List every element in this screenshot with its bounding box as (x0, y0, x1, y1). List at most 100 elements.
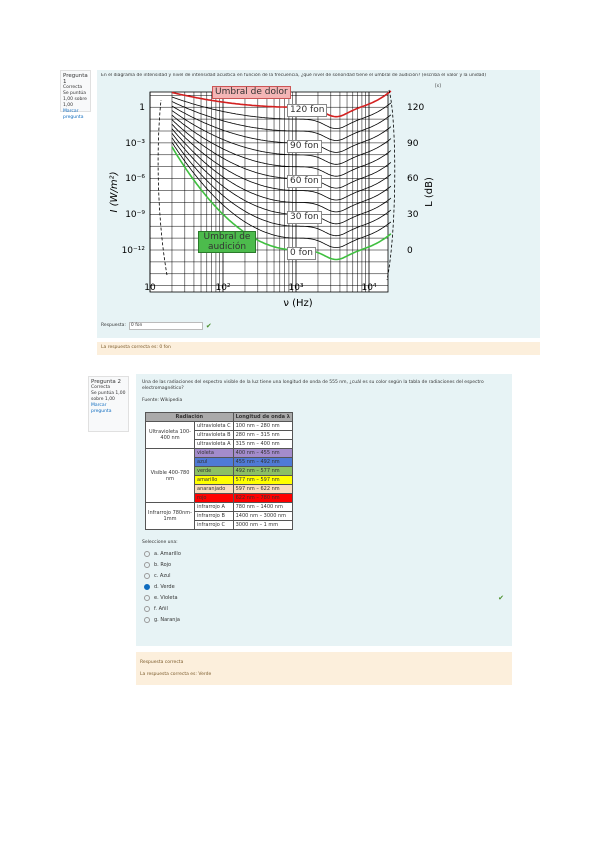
radiation-name: ultravioleta A (194, 439, 234, 449)
wavelength: 597 nm – 622 nm (232, 484, 293, 494)
option[interactable]: g. Naranja (144, 614, 504, 625)
option-label: b. Rojo (154, 561, 172, 568)
figure-corner: [s] (435, 84, 441, 89)
prompt: Seleccione una: (142, 540, 178, 545)
table-row: Infrarrojo 780nm-1mm infrarrojo A 780 nm –… (145, 502, 293, 530)
radiation-name: infrarrojo B (194, 511, 234, 521)
group-cell: Visible 400-780 nm (145, 448, 195, 503)
option[interactable]: a. Amarillo (144, 548, 504, 559)
options: a. Amarillo b. Rojo c. Azul d. Verde e. Viol… (144, 548, 504, 625)
header-cell: Longitud de onda λ (232, 412, 293, 422)
phon-curve (171, 114, 392, 177)
option[interactable]: d. Verde (144, 581, 504, 592)
loudness-chart: I (W/m²) L (dB) ν (Hz) 1 10⁻³ 10⁻⁶ 10⁻⁹ 10⁻¹… (109, 89, 435, 309)
radio-button[interactable] (144, 550, 150, 557)
question-info: Pregunta 1 Correcta Se puntúa 1,00 sobre… (60, 70, 91, 120)
group-cell: Infrarrojo 780nm-1mm (145, 502, 195, 530)
left-axis-title: I (W/m²) (109, 172, 120, 213)
option-label: e. Violeta (154, 594, 178, 601)
radio-button[interactable] (144, 583, 150, 590)
option-label: f. Añil (154, 605, 168, 612)
hearing-threshold-curve (171, 146, 392, 261)
flag-question[interactable]: Marcar pregunta (91, 403, 112, 414)
table-row: Ultravioleta 100-400 nm ultravioleta C 100… (145, 421, 293, 449)
feedback: Respuesta correcta La respuesta correcta… (136, 652, 512, 685)
right-tick-label: 60 (407, 174, 419, 184)
question-info: Pregunta 2 Correcta Se puntúa 1,00 sobre… (88, 376, 129, 432)
right-tick-label: 90 (407, 139, 419, 149)
radio-button[interactable] (144, 594, 150, 601)
bottom-axis-title: ν (Hz) (283, 298, 312, 309)
radiation-name: amarillo (194, 475, 234, 485)
phon-curve (171, 142, 392, 248)
hearing-label: Umbral de audición (198, 231, 256, 253)
flag-question[interactable]: Marcar pregunta (63, 109, 84, 120)
radiation-name: anaranjado (194, 484, 234, 494)
phon-label: 90 fon (287, 140, 322, 153)
correct-answer: La respuesta correcta es: Verde (140, 672, 212, 677)
bottom-tick-label: 10⁴ (361, 283, 376, 293)
right-tick-label: 0 (407, 246, 413, 256)
wavelength: 577 nm – 597 nm (232, 475, 293, 485)
radio-button[interactable] (144, 572, 150, 579)
wavelength: 492 nm – 577 nm (232, 466, 293, 476)
check-icon: ✔ (205, 322, 212, 330)
right-tick-label: 30 (407, 210, 419, 220)
correct-answer: La respuesta correcta es: 0 fon (101, 345, 171, 350)
figure: I (W/m²) L (dB) ν (Hz) 1 10⁻³ 10⁻⁶ 10⁻⁹ 10⁻¹… (97, 80, 540, 320)
wavelength: 780 nm – 1400 nm (232, 502, 293, 512)
phon-curve (171, 105, 392, 153)
option[interactable]: c. Azul (144, 570, 504, 581)
feedback: La respuesta correcta es: 0 fon (97, 342, 540, 355)
table-row: infrarrojo C 3000 nm – 1 mm (146, 520, 293, 530)
left-tick-label: 10⁻¹² (122, 246, 146, 256)
radiation-name: verde (194, 466, 234, 476)
pain-threshold-curve (171, 90, 392, 118)
table-header: Radiación Longitud de onda λ (145, 412, 293, 422)
question-grade: Se puntúa 1,00 sobre 1,00 (91, 391, 126, 402)
wavelength: 280 nm – 315 nm (232, 430, 293, 440)
radio-button[interactable] (144, 561, 150, 568)
phon-curve (171, 132, 392, 225)
answer-label: Respuesta: (101, 323, 126, 328)
phon-label: 60 fon (287, 175, 322, 188)
answer-input[interactable]: 0 fon (128, 322, 203, 330)
radiation-name: ultravioleta B (194, 430, 234, 440)
check-icon: ✔ (498, 593, 504, 602)
bottom-tick-label: 10 (144, 283, 156, 293)
radiation-name: ultravioleta C (194, 421, 234, 431)
option[interactable]: f. Añil (144, 603, 504, 614)
wavelength: 1400 nm – 3000 nm (232, 511, 293, 521)
radio-button[interactable] (144, 605, 150, 612)
option-label: d. Verde (154, 583, 175, 590)
phon-curve (171, 110, 392, 165)
option[interactable]: b. Rojo (144, 559, 504, 570)
pain-label: Umbral de dolor (212, 86, 291, 99)
radiation-name: rojo (194, 493, 234, 503)
left-tick-label: 10⁻³ (125, 139, 145, 149)
phon-curve (171, 101, 392, 141)
question-text: Una de las radiaciones del espectro visi… (142, 380, 484, 391)
wavelength: 100 nm – 280 nm (232, 421, 293, 431)
wavelength: 315 nm – 400 nm (232, 439, 293, 449)
radio-button[interactable] (144, 616, 150, 623)
table-row: Visible 400-780 nm violeta 400 nm – 455 nm (145, 448, 293, 503)
dashed-curve (386, 89, 396, 281)
phon-curve (171, 123, 392, 201)
phon-curve (171, 119, 392, 189)
wavelength: 622 nm – 780 nm (232, 493, 293, 503)
phon-label: 0 fon (287, 247, 316, 260)
question-number: Pregunta 1 (63, 73, 88, 85)
radiation-name: violeta (194, 448, 234, 458)
option[interactable]: e. Violeta ✔ (144, 592, 504, 603)
phon-curve (171, 96, 392, 129)
right-tick-label: 120 (407, 103, 424, 113)
phon-curve (171, 128, 392, 213)
radiation-name: infrarrojo A (194, 502, 234, 512)
wavelength: 455 nm – 492 nm (232, 457, 293, 467)
phon-label: 120 fon (287, 104, 328, 117)
left-tick-label: 1 (139, 103, 145, 113)
phon-curve (171, 137, 392, 237)
option-label: c. Azul (154, 572, 171, 579)
